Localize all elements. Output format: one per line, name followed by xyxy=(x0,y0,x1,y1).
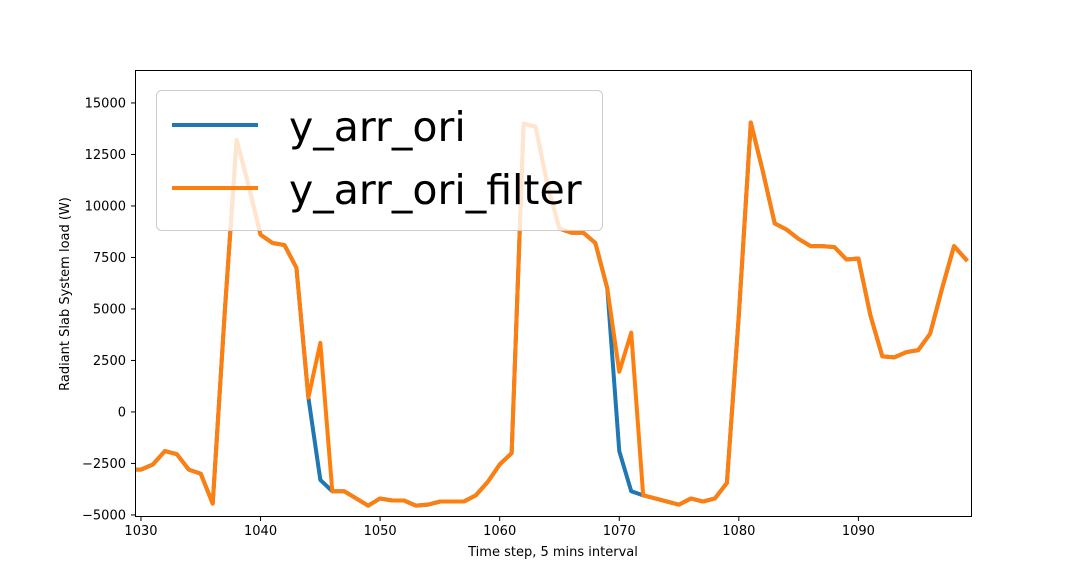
y-tick-label: −5000 xyxy=(82,508,126,523)
legend-label-y-arr-ori: y_arr_ori xyxy=(289,103,466,151)
y-tick-label: −2500 xyxy=(82,457,126,472)
plot-frame xyxy=(135,70,972,517)
x-tick-label: 1080 xyxy=(722,524,755,539)
x-axis-ticks: 1030 1040 1050 1060 1070 1080 1090 xyxy=(124,517,875,539)
y-tick-label: 12500 xyxy=(85,148,126,163)
y-tick-label: 2500 xyxy=(93,354,126,369)
x-tick-label: 1030 xyxy=(124,524,157,539)
x-tick-label: 1040 xyxy=(244,524,277,539)
legend: y_arr_ori y_arr_ori_filter xyxy=(156,90,603,231)
y-tick-label: 10000 xyxy=(85,199,126,214)
y-axis-ticks: −5000 −2500 0 2500 5000 7500 10000 12500 15000 xyxy=(82,96,135,523)
x-tick-label: 1090 xyxy=(842,524,875,539)
y-tick-label: 0 xyxy=(118,405,126,420)
x-tick-label: 1050 xyxy=(364,524,397,539)
legend-label-y-arr-ori-filter: y_arr_ori_filter xyxy=(289,166,582,214)
y-tick-label: 5000 xyxy=(93,302,126,317)
y-axis-label: Radiant Slab System load (W) xyxy=(58,197,73,391)
y-tick-label: 15000 xyxy=(85,96,126,111)
legend-frame xyxy=(156,90,603,231)
x-axis-label: Time step, 5 mins interval xyxy=(467,545,638,560)
x-tick-label: 1070 xyxy=(603,524,636,539)
y-tick-label: 7500 xyxy=(93,251,126,266)
x-tick-label: 1060 xyxy=(483,524,516,539)
